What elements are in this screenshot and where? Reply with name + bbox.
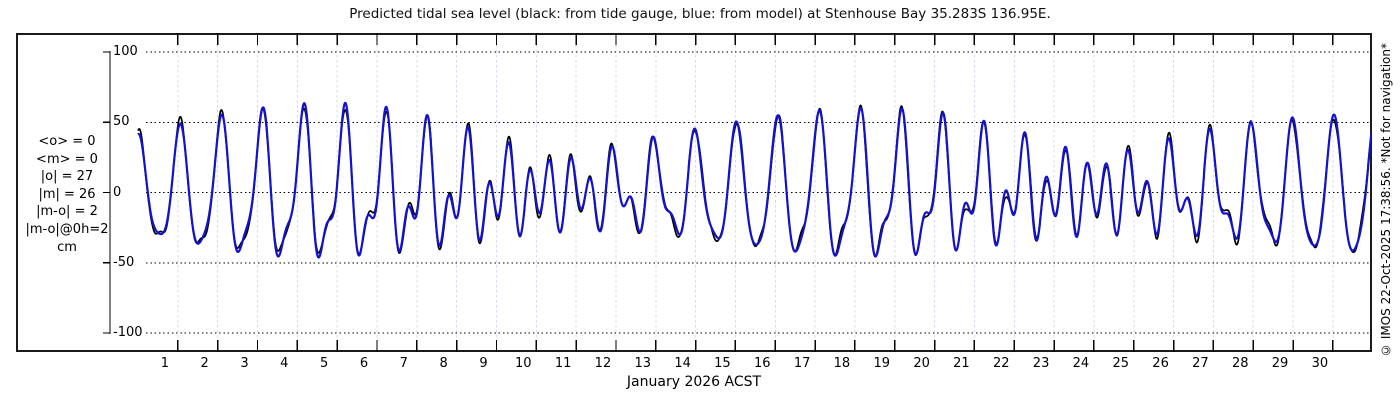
- x-tick-label: 27: [1192, 356, 1209, 371]
- x-tick-label: 9: [479, 356, 488, 371]
- x-tick-label: 30: [1311, 356, 1329, 371]
- x-tick-label: 3: [240, 356, 249, 371]
- x-tick-label: 2: [200, 356, 209, 371]
- chart-title: Predicted tidal sea level (black: from t…: [349, 6, 1051, 22]
- x-tick-label: 15: [714, 356, 731, 371]
- x-tick-label: 28: [1231, 356, 1249, 371]
- x-tick-label: 22: [992, 356, 1010, 371]
- stat-line: |m-o|@0h=2: [25, 221, 109, 237]
- x-tick-label: 5: [320, 356, 329, 371]
- x-tick-label: 17: [793, 356, 811, 371]
- x-tick-label: 21: [953, 356, 970, 371]
- stat-line: |o| = 27: [40, 169, 94, 185]
- x-tick-label: 24: [1072, 356, 1090, 371]
- stat-line: cm: [57, 239, 77, 255]
- x-tick-label: 14: [674, 356, 691, 371]
- plot-frame: [16, 33, 1372, 352]
- horizontal-gridlines: [146, 51, 1370, 334]
- x-tick-label: 29: [1271, 356, 1289, 371]
- x-tick-label: 20: [913, 356, 930, 371]
- x-tick-label: 26: [1152, 356, 1169, 371]
- stat-line: <o> = 0: [38, 134, 96, 149]
- stat-line: <m> = 0: [36, 151, 98, 167]
- x-axis-title: January 2026 ACST: [626, 374, 762, 390]
- x-tick-label: 12: [594, 356, 612, 371]
- x-tick-label: 13: [634, 356, 652, 371]
- vertical-gridlines: [177, 35, 1334, 350]
- x-tick-label: 25: [1112, 356, 1130, 371]
- x-tick-label: 1: [160, 356, 169, 371]
- x-tick-label: 4: [280, 356, 289, 371]
- y-tick-label: 50: [113, 114, 130, 130]
- x-tick-label: 16: [753, 356, 771, 371]
- model-series-line: [137, 101, 1371, 259]
- copyright-watermark: © IMOS 22-Oct-2025 17:38:56. *Not for na…: [1379, 43, 1393, 357]
- y-tick-label: 100: [113, 44, 138, 59]
- gauge-series-line: [137, 104, 1371, 258]
- y-tick-label: -50: [113, 254, 135, 270]
- x-tick-label: 23: [1032, 356, 1050, 371]
- stat-line: |m-o| = 2: [36, 204, 98, 220]
- x-tick-label: 19: [873, 356, 891, 371]
- x-tick-label: 18: [833, 356, 851, 371]
- x-tick-label: 8: [439, 356, 448, 371]
- x-tick-label: 11: [554, 356, 572, 371]
- x-tick-label: 6: [359, 356, 369, 371]
- y-tick-label: -100: [113, 325, 143, 340]
- x-tick-label: 7: [399, 356, 408, 371]
- stats-block: <o> = 0 <m> = 0 |o| = 27 |m| = 26 |m-o| = 2 |…: [6, 133, 128, 256]
- stat-line: |m| = 26: [38, 186, 96, 202]
- x-tick-label: 10: [515, 356, 532, 371]
- y-axis: [103, 51, 111, 334]
- y-tick-label: 0: [113, 184, 122, 200]
- day-tick-marks: [177, 33, 1334, 352]
